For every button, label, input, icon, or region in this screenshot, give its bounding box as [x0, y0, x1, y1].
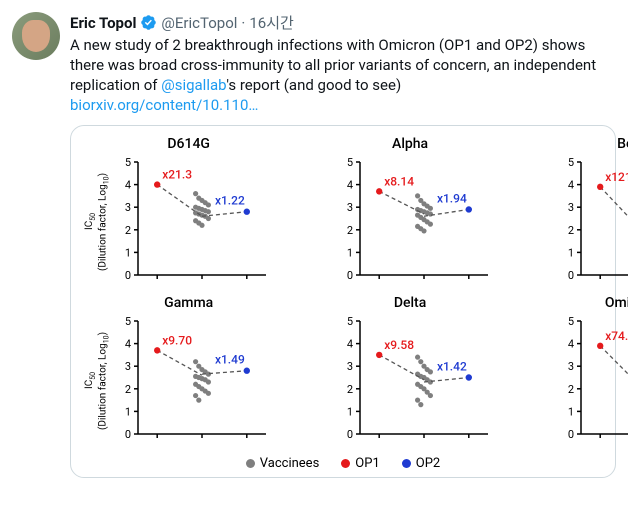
svg-text:0: 0 [568, 269, 574, 282]
svg-text:1: 1 [568, 405, 574, 418]
chart-plot: 012345x121.41x11.42 [555, 154, 628, 289]
separator-dot: · [241, 14, 245, 32]
svg-text:x1.42: x1.42 [437, 360, 467, 374]
svg-text:x1.49: x1.49 [215, 353, 245, 367]
svg-text:0: 0 [568, 428, 574, 441]
svg-text:4: 4 [125, 179, 131, 192]
chart-panel: AlphaIC50(Dilution factor, Log10)012345x… [304, 136, 515, 289]
tweet-text: A new study of 2 breakthrough infections… [70, 35, 616, 115]
svg-text:x9.58: x9.58 [384, 338, 414, 352]
svg-text:1: 1 [347, 405, 353, 418]
legend-label: OP2 [416, 456, 440, 471]
chart-plot: 0 1 2 3 4 5 x9.58 x1.42 [334, 313, 494, 448]
svg-text:2: 2 [125, 224, 131, 237]
svg-text:3: 3 [568, 201, 574, 214]
panel-title: Delta [304, 295, 515, 311]
svg-text:3: 3 [125, 201, 131, 214]
legend-dot-icon [246, 459, 255, 468]
y-axis-label: IC50(Dilution factor, Log10) [83, 313, 112, 448]
panel-title: Beta [526, 136, 628, 152]
author-handle[interactable]: @EricTopol [161, 14, 237, 32]
external-link[interactable]: biorxiv.org/content/10.110… [70, 96, 258, 114]
legend-label: OP1 [355, 456, 379, 471]
svg-text:x9.70: x9.70 [163, 333, 193, 347]
svg-text:3: 3 [125, 360, 131, 373]
svg-text:0: 0 [125, 428, 131, 441]
svg-text:x74.89: x74.89 [605, 329, 628, 343]
svg-text:3: 3 [347, 360, 353, 373]
legend-op2: OP2 [402, 456, 440, 471]
svg-text:3: 3 [347, 201, 353, 214]
svg-text:4: 4 [347, 179, 353, 192]
tweet-content: Eric Topol @EricTopol · 16시간 A new study… [70, 12, 616, 478]
legend-vaccinees: Vaccinees [246, 456, 320, 471]
svg-text:2: 2 [125, 383, 131, 396]
avatar[interactable] [12, 12, 60, 60]
text-part2: 's report (and good to see) [226, 76, 401, 94]
chart-panels: D614G IC50(Dilution factor, Log10) 0 1 2 3 4 5 x… [83, 136, 603, 448]
svg-text:4: 4 [125, 338, 131, 351]
legend-op1: OP1 [341, 456, 379, 471]
svg-text:2: 2 [568, 224, 574, 237]
chart-panel: D614G IC50(Dilution factor, Log10) 0 1 2 3 4 5 x… [83, 136, 294, 289]
svg-text:0: 0 [125, 269, 131, 282]
legend-dot-icon [402, 459, 411, 468]
svg-text:x1.94: x1.94 [437, 191, 467, 205]
y-axis-label: IC50(Dilution factor, Log10) [83, 154, 112, 289]
chart-panel: DeltaIC50(Dilution factor, Log10)012345x… [304, 295, 515, 448]
svg-text:1: 1 [568, 246, 574, 259]
panel-title: Omicron [526, 295, 628, 311]
legend-label: Vaccinees [260, 456, 320, 471]
svg-text:1: 1 [347, 246, 353, 259]
tweet: Eric Topol @EricTopol · 16시간 A new study… [12, 12, 616, 478]
svg-text:0: 0 [347, 428, 353, 441]
svg-text:3: 3 [568, 360, 574, 373]
svg-text:x121.41: x121.41 [605, 170, 628, 184]
legend-dot-icon [341, 459, 350, 468]
verified-badge-icon [140, 14, 157, 31]
panel-title: D614G [83, 136, 294, 152]
author-name[interactable]: Eric Topol [70, 14, 136, 32]
figure-card: D614G IC50(Dilution factor, Log10) 0 1 2 3 4 5 x… [70, 125, 616, 478]
svg-text:4: 4 [347, 338, 353, 351]
svg-text:2: 2 [347, 224, 353, 237]
svg-text:x21.3: x21.3 [163, 168, 193, 182]
svg-text:2: 2 [568, 383, 574, 396]
chart-panel: OmicronIC50(Dilution factor, Log10)01234… [526, 295, 628, 448]
chart-plot: 012345x74.89x17.61 [555, 313, 628, 448]
svg-text:0: 0 [347, 269, 353, 282]
svg-text:x1.22: x1.22 [215, 194, 245, 208]
chart-plot: 0 1 2 3 4 5 x21.3 x1.22 [112, 154, 272, 289]
panel-title: Alpha [304, 136, 515, 152]
svg-text:1: 1 [125, 246, 131, 259]
chart-panel: Gamma IC50(Dilution factor, Log10) 0 1 2 3 4 5 x… [83, 295, 294, 448]
chart-legend: Vaccinees OP1 OP2 [83, 456, 603, 471]
svg-text:5: 5 [568, 315, 574, 328]
svg-text:5: 5 [347, 315, 353, 328]
svg-text:4: 4 [568, 179, 574, 192]
svg-text:2: 2 [347, 383, 353, 396]
mention-link[interactable]: @sigallab [161, 76, 226, 94]
tweet-header: Eric Topol @EricTopol · 16시간 [70, 12, 616, 33]
svg-text:4: 4 [568, 338, 574, 351]
timestamp[interactable]: 16시간 [249, 12, 293, 33]
svg-text:5: 5 [347, 156, 353, 169]
chart-plot: 0 1 2 3 4 5 x9.70 x1.49 [112, 313, 272, 448]
svg-text:5: 5 [125, 156, 131, 169]
svg-text:5: 5 [125, 315, 131, 328]
svg-text:1: 1 [125, 405, 131, 418]
panel-title: Gamma [83, 295, 294, 311]
chart-plot: 0 1 2 3 4 5 x8.14 x1.94 [334, 154, 494, 289]
svg-text:5: 5 [568, 156, 574, 169]
svg-text:x8.14: x8.14 [384, 174, 414, 188]
chart-panel: BetaIC50(Dilution factor, Log10)012345x1… [526, 136, 628, 289]
